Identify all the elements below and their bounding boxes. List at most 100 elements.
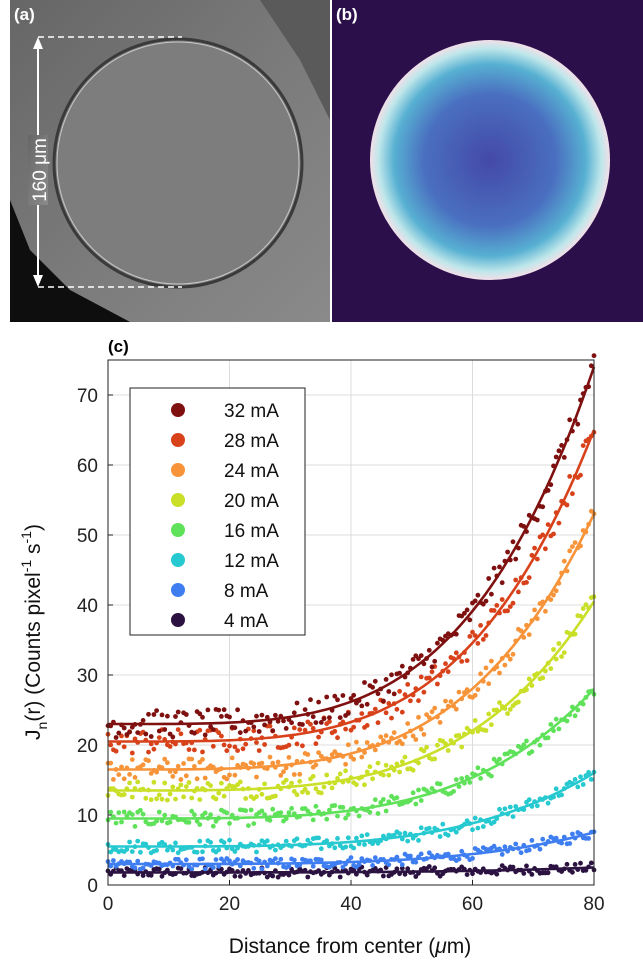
data-point — [545, 800, 551, 806]
data-point — [156, 866, 162, 872]
data-point — [332, 803, 338, 808]
data-point — [588, 363, 594, 369]
data-point — [381, 772, 386, 778]
data-point — [310, 726, 316, 731]
data-point — [416, 656, 421, 662]
data-point — [381, 797, 386, 802]
data-point — [410, 790, 416, 796]
data-point — [507, 656, 513, 662]
legend-marker — [171, 553, 185, 567]
data-point — [129, 757, 135, 762]
data-point — [302, 727, 308, 733]
data-point — [140, 865, 146, 871]
data-point — [237, 874, 243, 879]
data-point — [467, 634, 473, 639]
fit-curve — [108, 600, 596, 792]
data-point — [513, 841, 519, 847]
data-point — [154, 848, 160, 853]
data-point — [375, 691, 381, 697]
data-point — [232, 849, 238, 854]
data-point — [140, 811, 146, 817]
data-point — [507, 804, 513, 810]
data-point — [351, 756, 357, 762]
data-point — [229, 812, 235, 818]
data-point — [227, 772, 232, 778]
data-point — [337, 874, 343, 880]
data-point — [381, 698, 386, 704]
data-point — [553, 656, 559, 662]
data-point — [194, 849, 200, 855]
data-point — [497, 564, 502, 570]
data-point — [486, 576, 492, 581]
data-point — [208, 812, 214, 818]
data-point — [221, 707, 227, 713]
data-point — [489, 591, 494, 597]
data-point — [491, 608, 497, 613]
data-point — [489, 722, 494, 728]
data-point — [321, 784, 327, 790]
data-point — [313, 803, 319, 809]
data-point — [208, 840, 214, 845]
data-point — [227, 743, 232, 749]
data-point — [291, 710, 297, 716]
data-point — [324, 694, 330, 700]
data-point — [175, 727, 181, 732]
data-point — [578, 613, 583, 619]
data-point — [202, 810, 208, 816]
data-point — [551, 592, 556, 598]
data-point — [146, 749, 151, 755]
data-point — [210, 727, 216, 732]
data-point — [397, 769, 402, 775]
data-point — [372, 706, 378, 712]
data-point — [367, 809, 373, 815]
data-point — [556, 448, 562, 454]
data-point — [305, 752, 311, 757]
data-point — [283, 765, 289, 771]
data-point — [267, 723, 273, 729]
data-point — [416, 760, 421, 766]
data-point — [232, 725, 238, 731]
data-point — [405, 721, 411, 726]
data-point — [327, 719, 332, 724]
data-point — [175, 709, 181, 715]
data-point — [151, 779, 157, 785]
data-point — [470, 827, 475, 833]
data-point — [337, 715, 343, 720]
data-point — [456, 856, 462, 862]
data-point — [129, 812, 135, 817]
data-point — [510, 864, 516, 870]
data-point — [561, 455, 567, 460]
legend: 32 mA 28 mA 24 mA 20 mA 16 mA 12 mA 8 mA 4 mA — [129, 387, 306, 636]
data-point — [383, 733, 389, 739]
data-point — [129, 794, 135, 800]
legend-box — [129, 387, 306, 636]
panel-label-b: (b) — [336, 5, 358, 24]
data-point — [273, 847, 278, 853]
data-point — [156, 809, 162, 815]
data-point — [186, 747, 192, 752]
data-point — [459, 776, 465, 781]
data-point — [510, 600, 516, 606]
data-point — [534, 803, 540, 809]
data-point — [318, 846, 324, 852]
data-point — [197, 727, 203, 733]
data-point — [445, 748, 451, 753]
data-point — [429, 709, 435, 715]
data-point — [108, 742, 114, 748]
data-point — [534, 556, 540, 562]
data-point — [121, 809, 127, 815]
data-point — [332, 693, 338, 699]
data-point — [575, 784, 581, 790]
data-point — [273, 793, 278, 799]
data-point — [456, 733, 462, 738]
data-point — [151, 746, 157, 752]
data-point — [313, 786, 319, 792]
fit-curve — [108, 771, 595, 848]
data-point — [343, 815, 348, 821]
data-point — [540, 675, 546, 681]
data-point — [480, 637, 486, 642]
data-point — [437, 720, 443, 725]
data-point — [456, 784, 462, 789]
panel-c-scatter-chart: (c) 0 20 40 60 80 0 10 20 30 40 50 60 70 Distance f… — [18, 337, 605, 958]
y-tick-label: 10 — [77, 806, 98, 827]
